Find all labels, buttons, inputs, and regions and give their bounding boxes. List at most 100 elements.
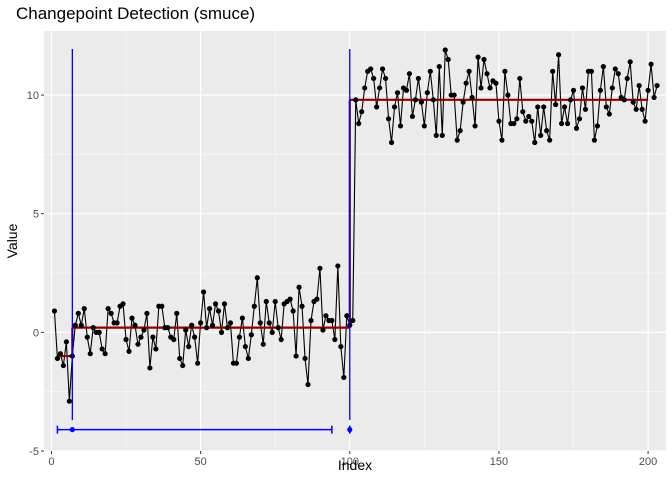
data-point <box>302 355 308 362</box>
data-point <box>388 139 395 146</box>
data-point <box>251 303 257 309</box>
data-point <box>72 322 78 328</box>
y-axis-title: Value <box>4 223 20 258</box>
data-point <box>75 310 81 316</box>
x-tick-label: 50 <box>194 456 206 468</box>
data-point <box>254 275 260 281</box>
data-point <box>639 106 645 112</box>
data-point <box>421 123 427 129</box>
data-point <box>475 54 481 60</box>
data-point <box>627 59 633 65</box>
data-point <box>621 97 627 103</box>
chart-title: Changepoint Detection (smuce) <box>16 4 256 23</box>
data-point <box>144 310 150 316</box>
data-point <box>338 343 344 350</box>
data-point <box>382 75 389 82</box>
data-point <box>90 325 96 331</box>
data-point <box>263 298 269 305</box>
data-point <box>496 118 502 124</box>
data-point <box>132 322 138 328</box>
data-point <box>123 336 129 343</box>
data-point <box>394 90 401 96</box>
data-point <box>377 85 383 91</box>
data-point <box>654 82 660 89</box>
data-point <box>224 325 231 331</box>
data-point <box>183 327 189 333</box>
y-tick-label: 0 <box>33 327 39 339</box>
data-point <box>418 99 424 105</box>
y-tick-label: 5 <box>33 209 39 221</box>
data-point <box>594 123 600 129</box>
data-point <box>236 334 243 340</box>
data-point <box>463 80 469 86</box>
data-point <box>553 101 559 108</box>
data-point <box>189 322 195 328</box>
data-point <box>192 334 198 340</box>
data-point <box>266 320 272 326</box>
data-point <box>269 329 275 335</box>
data-point <box>466 68 472 74</box>
data-point <box>54 355 61 362</box>
data-point <box>356 120 362 127</box>
y-tick-label: 10 <box>27 90 39 102</box>
data-point <box>529 118 535 124</box>
data-point <box>287 296 293 302</box>
data-point <box>177 355 183 362</box>
data-point <box>278 336 284 343</box>
data-point <box>245 355 251 362</box>
data-point <box>603 104 609 110</box>
x-tick-label: 200 <box>639 456 657 468</box>
data-point <box>588 68 595 74</box>
data-point <box>257 320 263 326</box>
data-point <box>344 313 350 319</box>
data-point <box>460 99 466 105</box>
data-point <box>385 116 392 122</box>
x-tick-label: 0 <box>48 456 54 468</box>
data-point <box>299 303 305 309</box>
data-point <box>198 320 204 326</box>
data-point <box>499 137 505 143</box>
data-point <box>206 306 213 312</box>
data-point <box>248 332 254 338</box>
data-point <box>582 106 589 112</box>
data-point <box>371 75 377 82</box>
data-point <box>81 306 87 312</box>
data-point <box>576 116 583 122</box>
data-point <box>591 137 598 143</box>
data-point <box>368 66 374 72</box>
data-point <box>445 56 451 63</box>
data-point <box>332 336 338 343</box>
data-point <box>523 118 529 124</box>
data-point <box>558 120 565 127</box>
data-point <box>481 56 487 63</box>
data-point <box>195 360 201 366</box>
data-point <box>218 329 225 335</box>
data-point <box>78 322 84 328</box>
data-point <box>439 132 445 139</box>
data-point <box>579 85 586 91</box>
data-point <box>239 315 245 321</box>
data-point <box>505 92 511 98</box>
data-point <box>147 365 153 371</box>
data-point <box>87 351 93 357</box>
data-point <box>544 128 550 134</box>
data-point <box>570 87 577 93</box>
data-point <box>472 123 478 129</box>
data-point <box>433 132 439 139</box>
data-point <box>624 75 630 82</box>
data-point <box>186 343 192 350</box>
data-point <box>454 137 460 143</box>
data-point <box>391 104 398 110</box>
data-point <box>514 116 520 122</box>
data-point <box>511 120 517 127</box>
data-point <box>201 289 207 295</box>
data-point <box>436 63 442 70</box>
data-point <box>615 71 621 77</box>
data-point <box>215 308 222 314</box>
data-point <box>102 351 108 357</box>
data-point <box>293 353 299 359</box>
ci-center-point <box>347 427 353 433</box>
data-point <box>606 111 612 117</box>
data-point <box>233 360 240 366</box>
